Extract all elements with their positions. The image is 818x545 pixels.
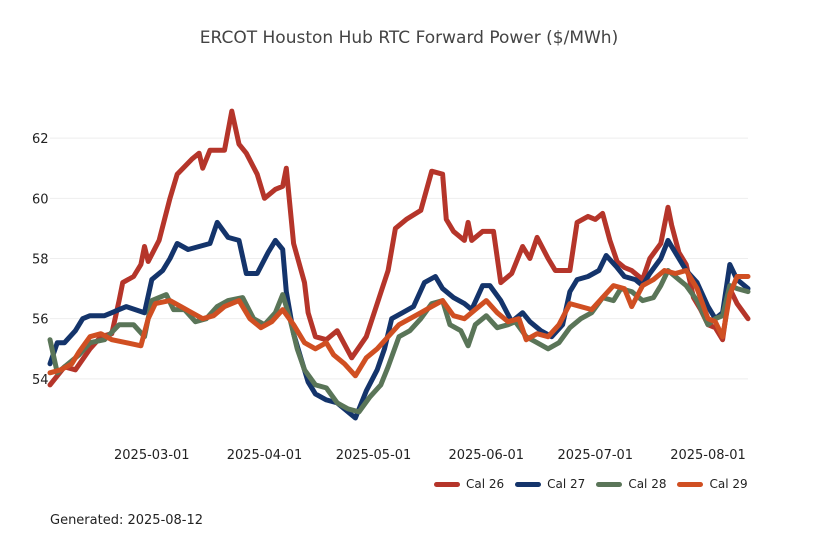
chart-title: ERCOT Houston Hub RTC Forward Power ($/M… [199,28,619,48]
x-tick-label: 2025-08-01 [670,448,746,463]
legend-swatch-cal-26 [434,481,460,487]
legend-item-cal-27: Cal 27 [515,477,585,491]
x-tick-label: 2025-03-01 [114,448,190,463]
legend-swatch-cal-28 [596,481,623,487]
legend: Cal 26 Cal 27 Cal 28 Cal 29 [434,477,759,491]
y-axis-ticks: 54 56 58 60 62 [32,132,49,388]
y-tick-label: 60 [32,192,49,207]
x-tick-label: 2025-04-01 [227,448,303,463]
legend-swatch-cal-29 [677,481,704,487]
legend-item-cal-28: Cal 28 [596,477,666,491]
generated-date-label: Generated: 2025-08-12 [50,513,204,528]
legend-label: Cal 26 [466,477,505,491]
legend-item-cal-29: Cal 29 [677,477,748,491]
series-line-cal-28 [47,268,751,415]
y-tick-label: 54 [32,373,49,388]
gridlines [50,137,748,380]
legend-label: Cal 28 [628,477,667,491]
x-tick-label: 2025-06-01 [448,448,524,463]
y-tick-label: 58 [32,252,49,267]
legend-item-cal-26: Cal 26 [434,477,504,491]
legend-swatch-cal-27 [515,481,542,487]
series-line-cal-26 [47,108,751,388]
legend-label: Cal 29 [709,477,748,491]
series-line-cal-27 [47,219,751,421]
series-line-cal-29 [47,268,751,379]
x-tick-label: 2025-07-01 [558,448,634,463]
series-lines [47,108,751,421]
legend-label: Cal 27 [547,477,586,491]
y-tick-label: 62 [32,132,49,147]
y-tick-label: 56 [32,313,49,328]
x-tick-label: 2025-05-01 [336,448,412,463]
x-axis-ticks: 2025-03-01 2025-04-01 2025-05-01 2025-06-01… [114,448,746,463]
